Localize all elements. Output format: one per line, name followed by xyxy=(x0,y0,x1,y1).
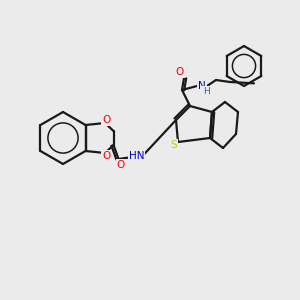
Text: S: S xyxy=(171,140,177,150)
Text: O: O xyxy=(116,160,124,170)
Text: HN: HN xyxy=(129,151,144,161)
Text: O: O xyxy=(176,67,184,77)
Text: H: H xyxy=(202,86,209,95)
Text: O: O xyxy=(102,151,110,161)
Text: O: O xyxy=(102,115,110,125)
Text: N: N xyxy=(198,81,206,91)
